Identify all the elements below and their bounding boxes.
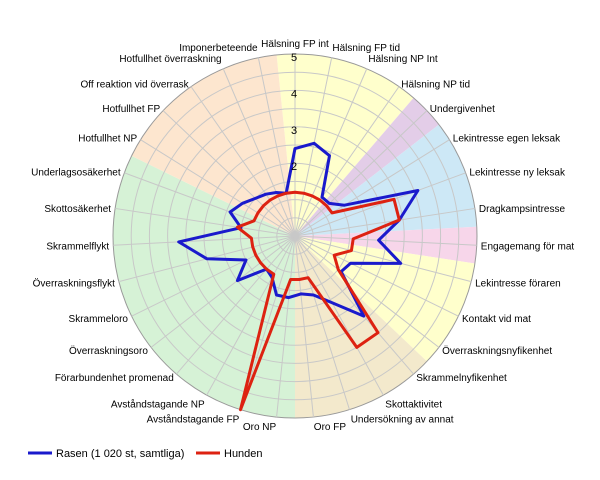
grid-spoke [294, 235, 477, 246]
category-label-off-reaktion-vid-overrask: Off reaktion vid överrask [80, 79, 189, 90]
category-label-halsning-np-tid: Hälsning NP tid [401, 79, 470, 90]
grid-spoke [294, 207, 475, 237]
category-label-kontakt-vid-mat: Kontakt vid mat [462, 314, 531, 325]
series-line-rasen-1-020-st-samtliga [177, 141, 420, 318]
category-label-lekintresse-ny-leksak: Lekintresse ny leksak [469, 167, 566, 178]
category-label-halsning-fp-tid: Hälsning FP tid [332, 43, 400, 54]
grid-spoke [294, 235, 414, 375]
grid-spoke [222, 68, 296, 237]
grid-spoke [257, 57, 296, 237]
grid-spoke [150, 235, 296, 348]
grid-spoke [294, 235, 350, 410]
grid-spoke [276, 235, 296, 418]
category-label-lekintresse-egen-leksak: Lekintresse egen leksak [453, 134, 561, 145]
radial-grid [112, 53, 478, 419]
category-label-dragkampsintresse: Dragkampsintresse [479, 204, 566, 215]
category-label-avstandstagande-np: Avståndstagande NP [111, 399, 205, 411]
grid-spoke [294, 139, 450, 237]
category-label-undersokning-av-annat: Undersökning av annat [351, 415, 454, 426]
category-label-halsning-np-int: Hälsning NP Int [368, 54, 438, 65]
radial-tick-label: 2 [291, 161, 297, 173]
category-label-hotfullhet-np: Hotfullhet NP [78, 134, 137, 145]
legend-label-hunden: Hunden [224, 448, 263, 460]
category-label-lekintresse-foraren: Lekintresse föraren [475, 279, 561, 290]
grid-spoke [294, 86, 400, 237]
category-label-imponerbeteende: Imponerbeteende [179, 43, 258, 54]
grid-spoke [115, 207, 296, 237]
radial-tick-label: 3 [291, 125, 297, 137]
grid-spoke [294, 57, 333, 237]
category-label-oro-fp: Oro FP [314, 422, 347, 433]
grid-spoke [162, 110, 296, 237]
category-label-underlagsosakerhet: Underlagsosäkerhet [31, 167, 121, 178]
grid-spoke [206, 235, 296, 396]
grid-spoke [294, 172, 466, 237]
category-label-skottaktivitet: Skottaktivitet [385, 400, 442, 411]
grid-spoke [294, 235, 440, 348]
sector-bg-7 [131, 54, 295, 237]
category-label-skrammelnyfikenhet: Skrammelnyfikenhet [416, 373, 507, 384]
category-label-forarbundenhet-promenad: Förarbundenhet promenad [55, 373, 174, 384]
category-label-halsning-fp-int: Hälsning FP int [261, 39, 329, 50]
category-label-hotfullhet-overraskning: Hotfullhet överraskning [119, 54, 221, 65]
category-label-overraskningsflykt: Överraskningsflykt [33, 278, 115, 290]
category-label-overraskningsoro: Överraskningsoro [69, 345, 148, 357]
category-label-avstandstagande-fp: Avståndstagande FP [147, 414, 240, 426]
radial-tick-labels: 2 3 4 5 [291, 52, 297, 173]
grid-spoke [294, 235, 459, 317]
radial-tick-label: 4 [291, 88, 297, 100]
legend: Rasen (1 020 st, samtliga) Hunden [28, 448, 263, 460]
radial-tick-label: 5 [291, 52, 297, 64]
sector-bg-0 [276, 54, 414, 237]
grid-spoke [294, 110, 428, 237]
grid-spoke [131, 235, 296, 317]
grid-spoke [294, 235, 314, 418]
category-label-skrammelflykt: Skrammelflykt [46, 241, 109, 252]
series-lines [177, 141, 420, 412]
grid-spoke [294, 235, 384, 396]
grid-spoke [240, 235, 296, 410]
category-label-oro-np: Oro NP [243, 422, 277, 433]
category-label-hotfullhet-fp: Hotfullhet FP [102, 104, 160, 115]
category-label-engagemang-for-mat: Engagemang för mat [481, 241, 575, 252]
sector-bg-5 [295, 236, 427, 418]
category-label-undergivenhet: Undergivenhet [430, 104, 495, 115]
category-label-overraskningsnyfikenhet: Överraskningsnyfikenhet [442, 345, 552, 357]
grid-spoke [176, 235, 296, 375]
grid-spoke [294, 68, 368, 237]
category-label-skrammeloro: Skrammeloro [69, 314, 129, 325]
legend-label-rasen: Rasen (1 020 st, samtliga) [56, 448, 184, 460]
grid-spoke [294, 235, 472, 283]
grid-spoke [124, 172, 296, 237]
category-label-skottosakerhet: Skottosäkerhet [44, 204, 111, 215]
grid-spoke [113, 235, 296, 246]
series-line-hunden [235, 190, 401, 412]
grid-spoke [190, 86, 296, 237]
grid-spoke [140, 139, 296, 237]
